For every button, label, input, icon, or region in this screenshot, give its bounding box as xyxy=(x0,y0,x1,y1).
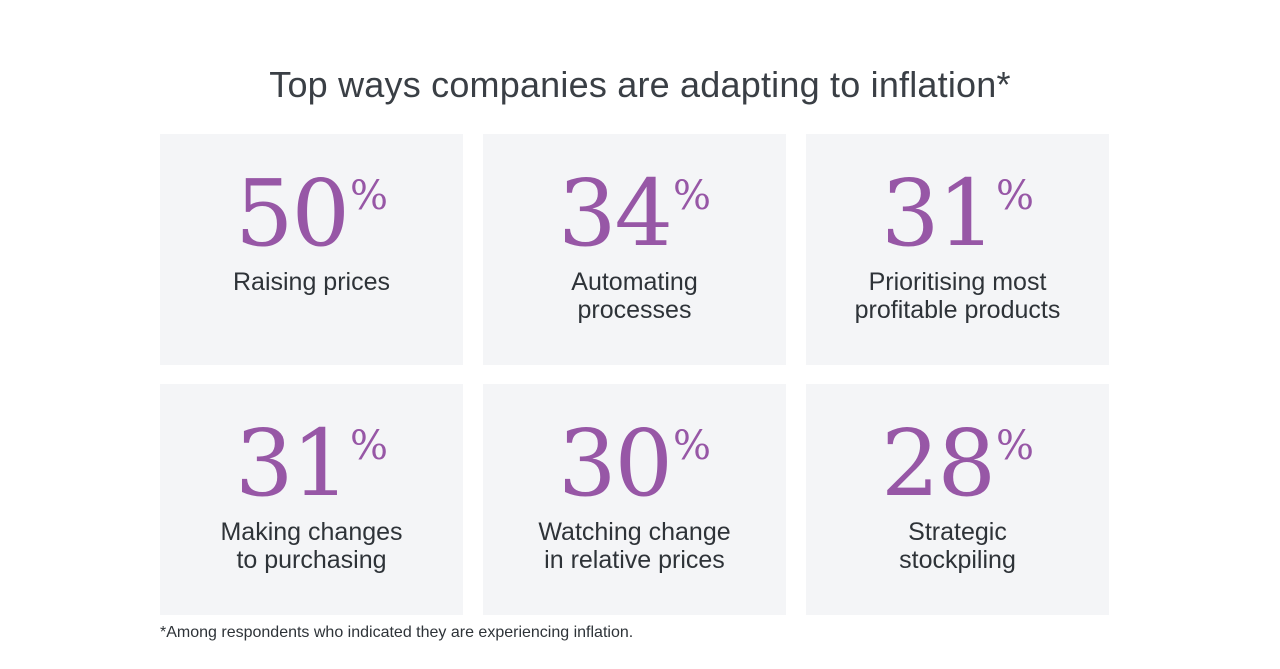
stat-value: 34% xyxy=(483,168,786,260)
stat-label-line: Automating xyxy=(571,268,698,296)
stat-label: Prioritising most profitable products xyxy=(806,268,1109,324)
stat-label-line: stockpiling xyxy=(899,546,1016,574)
stat-label-line: profitable products xyxy=(854,296,1061,324)
stat-card-strategic-stockpiling: 28% Strategic stockpiling xyxy=(806,384,1109,615)
percent-sign: % xyxy=(350,173,389,219)
stat-label-line: Strategic xyxy=(908,518,1007,546)
stat-label-line: Making changes xyxy=(220,518,403,546)
stat-label: Watching change in relative prices xyxy=(483,518,786,574)
percent-sign: % xyxy=(996,173,1035,219)
stat-label-line: to purchasing xyxy=(236,546,387,574)
stat-card-relative-prices: 30% Watching change in relative prices xyxy=(483,384,786,615)
percent-sign: % xyxy=(996,423,1035,469)
stat-number: 31 xyxy=(234,410,350,517)
stat-label: Strategic stockpiling xyxy=(806,518,1109,574)
stat-label: Automating processes xyxy=(483,268,786,324)
footnote: *Among respondents who indicated they ar… xyxy=(160,624,634,641)
stat-number: 50 xyxy=(234,160,350,267)
stat-card-automating-processes: 34% Automating processes xyxy=(483,134,786,365)
stat-card-purchasing-changes: 31% Making changes to purchasing xyxy=(160,384,463,615)
stat-value: 31% xyxy=(806,168,1109,260)
stat-card-prioritising-products: 31% Prioritising most profitable product… xyxy=(806,134,1109,365)
stat-number: 28 xyxy=(880,410,996,517)
stat-value: 30% xyxy=(483,418,786,510)
stat-label-line: Prioritising most xyxy=(868,268,1047,296)
stat-label-line: in relative prices xyxy=(544,546,725,574)
percent-sign: % xyxy=(673,423,712,469)
page-title: Top ways companies are adapting to infla… xyxy=(269,64,1011,105)
stat-number: 31 xyxy=(880,160,996,267)
stat-number: 34 xyxy=(557,160,673,267)
percent-sign: % xyxy=(350,423,389,469)
stat-label-line: Raising prices xyxy=(232,268,390,296)
stat-label-line: Watching change xyxy=(538,518,731,546)
stat-value: 28% xyxy=(806,418,1109,510)
stat-label-line: processes xyxy=(577,296,692,324)
stat-value: 31% xyxy=(160,418,463,510)
percent-sign: % xyxy=(673,173,712,219)
stat-value: 50% xyxy=(160,168,463,260)
stat-card-raising-prices: 50% Raising prices xyxy=(160,134,463,365)
stat-label: Raising prices xyxy=(160,268,463,296)
stat-grid: 50% Raising prices 34% Automating proces… xyxy=(160,134,1110,615)
stat-label: Making changes to purchasing xyxy=(160,518,463,574)
stat-number: 30 xyxy=(557,410,673,517)
